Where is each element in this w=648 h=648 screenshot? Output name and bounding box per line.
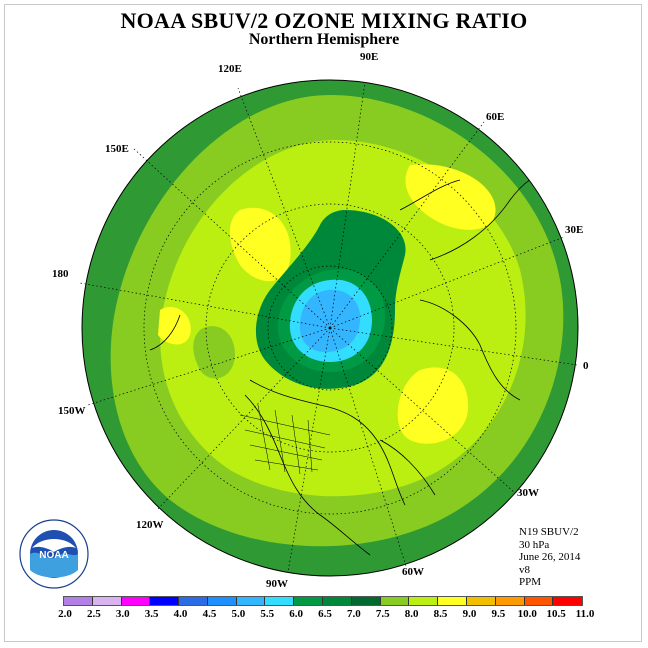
ozone-field xyxy=(82,80,578,576)
colorbar-tick-label: 3.5 xyxy=(144,608,159,620)
lon-label-60w: 60W xyxy=(402,566,424,578)
colorbar-cell xyxy=(64,597,93,605)
colorbar-cell xyxy=(294,597,324,605)
coastlines xyxy=(149,173,556,556)
colorbar-tick-label: 4.5 xyxy=(202,608,217,620)
field-band-5 xyxy=(299,289,361,352)
colorbar-cell xyxy=(524,597,554,605)
colorbar-ticks: 2.0 2.5 3.0 3.5 4.0 4.5 5.0 5.5 6.0 6.5 7.0 7.5 8.0 8… xyxy=(0,608,648,622)
info-version: v8 xyxy=(519,563,530,576)
colorbar-cell xyxy=(438,597,467,605)
noaa-logo-text: NOAA xyxy=(39,550,68,561)
graticule xyxy=(79,81,578,573)
lon-label-90w: 90W xyxy=(266,578,288,590)
colorbar-cell xyxy=(179,597,208,605)
info-date: June 26, 2014 xyxy=(519,551,581,564)
map-subtitle: Northern Hemisphere xyxy=(248,31,400,48)
colorbar-tick-label: 11.0 xyxy=(575,608,595,620)
colorbar-tick-label: 3.0 xyxy=(115,608,130,620)
colorbar xyxy=(63,596,583,606)
colorbar-tick-label: 9.0 xyxy=(462,608,477,620)
colorbar-tick-label: 7.5 xyxy=(375,608,390,620)
colorbar-cell xyxy=(207,597,237,605)
field-patch-yellow-2 xyxy=(397,367,469,444)
field-patch-yellow-3 xyxy=(229,207,291,282)
field-patch-yellow-4 xyxy=(158,306,191,345)
field-patch-yellow-1 xyxy=(405,164,496,230)
colorbar-tick-label: 6.0 xyxy=(289,608,303,620)
colorbar-cell xyxy=(92,597,122,605)
info-units: PPM xyxy=(519,576,542,589)
colorbar-tick-label: 8.0 xyxy=(404,608,419,620)
us-states xyxy=(239,404,331,475)
colorbar-cell xyxy=(495,597,525,605)
colorbar-tick-label: 6.5 xyxy=(318,608,332,620)
colorbar-tick-label: 2.0 xyxy=(58,608,72,620)
info-level: 30 hPa xyxy=(519,538,550,551)
colorbar-tick-label: 8.5 xyxy=(433,608,448,620)
colorbar-tick-label: 7.0 xyxy=(347,608,361,620)
lon-label-60e: 60E xyxy=(486,111,505,123)
lon-label-90e: 90E xyxy=(360,51,379,63)
colorbar-cell xyxy=(380,597,410,605)
field-patch-green-west xyxy=(193,326,235,379)
colorbar-tick-label: 2.5 xyxy=(87,608,101,620)
lon-label-150w: 150W xyxy=(58,405,86,417)
info-block: N19 SBUV/2 30 hPa June 26, 2014 v8 PPM xyxy=(519,526,580,589)
colorbar-cell xyxy=(351,597,381,605)
colorbar-cell xyxy=(236,597,266,605)
lon-label-120w: 120W xyxy=(136,519,164,531)
map-title: NOAA SBUV/2 OZONE MIXING RATIO xyxy=(120,8,528,33)
lon-label-30w: 30W xyxy=(517,487,539,499)
colorbar-tick-label: 5.5 xyxy=(260,608,275,620)
colorbar-tick-label: 4.0 xyxy=(173,608,188,620)
info-instrument: N19 SBUV/2 xyxy=(519,526,579,538)
lon-label-120e: 120E xyxy=(218,63,242,75)
lon-label-30e: 30E xyxy=(565,224,584,236)
colorbar-cell xyxy=(121,597,151,605)
colorbar-cell xyxy=(150,597,180,605)
colorbar-cell xyxy=(466,597,496,605)
noaa-logo: NOAA xyxy=(19,519,89,589)
lon-label-180: 180 xyxy=(52,268,69,280)
colorbar-cell xyxy=(323,597,352,605)
image-frame xyxy=(4,4,642,642)
lon-label-0: 0 xyxy=(583,360,589,372)
colorbar-tick-label: 5.0 xyxy=(231,608,246,620)
colorbar-cell xyxy=(409,597,439,605)
colorbar-cell xyxy=(553,597,583,605)
lon-label-150e: 150E xyxy=(105,143,129,155)
colorbar-cell xyxy=(265,597,295,605)
map-edge xyxy=(81,79,579,577)
colorbar-tick-label: 10.0 xyxy=(517,608,537,620)
colorbar-tick-label: 9.5 xyxy=(491,608,506,620)
colorbar-tick-label: 10.5 xyxy=(546,608,566,620)
